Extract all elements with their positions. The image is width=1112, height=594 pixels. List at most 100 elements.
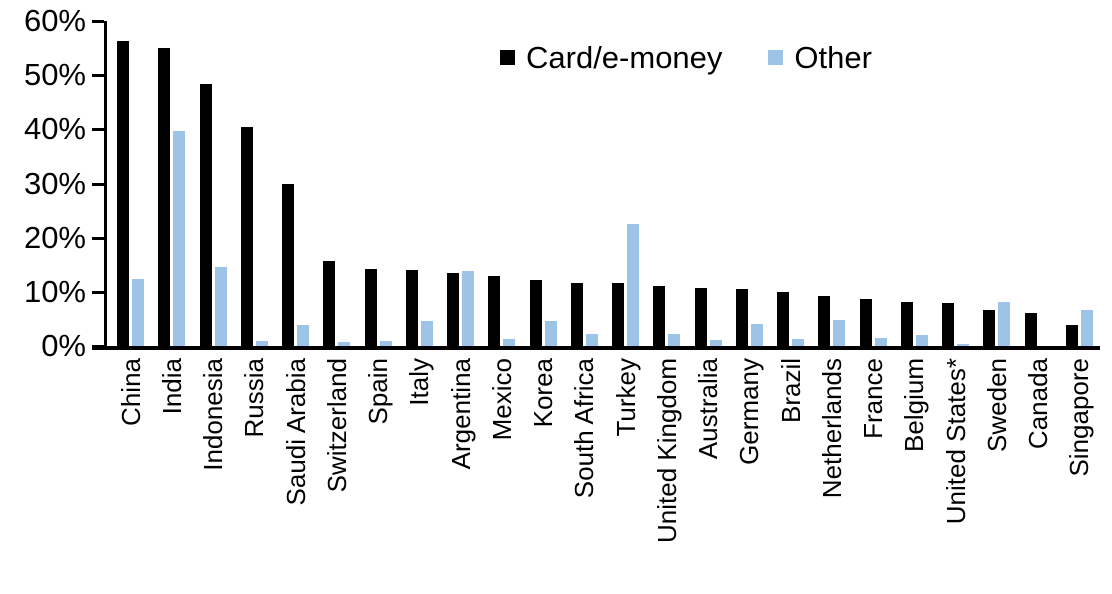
bar-card-e-money [571, 283, 583, 346]
x-axis-label: Saudi Arabia [275, 358, 316, 592]
x-axis-label-text: Spain [363, 358, 394, 425]
x-axis-label-text: Argentina [445, 358, 476, 470]
x-axis-label: Italy [399, 358, 440, 592]
bar-card-e-money [818, 296, 830, 346]
x-axis-label: France [853, 358, 894, 592]
bar-card-e-money [323, 261, 335, 346]
bar-card-e-money [942, 303, 954, 346]
x-axis-label: Singapore [1059, 358, 1100, 592]
bar-card-e-money [200, 84, 212, 346]
bar-card-e-money [695, 288, 707, 346]
bar-other [256, 341, 268, 346]
x-axis-label-text: Saudi Arabia [280, 358, 311, 506]
x-axis-label: Australia [688, 358, 729, 592]
bar-other [998, 302, 1010, 346]
bar-card-e-money [158, 48, 170, 346]
x-axis-label-text: Indonesia [198, 358, 229, 471]
bar-other [380, 341, 392, 346]
bar-other [503, 339, 515, 346]
x-axis-label: Sweden [976, 358, 1017, 592]
bar-card-e-money [612, 283, 624, 346]
x-axis-label-text: Singapore [1064, 358, 1095, 477]
x-axis-label-text: Australia [693, 358, 724, 460]
legend-label: Card/e-money [526, 40, 723, 75]
x-axis-label-text: Mexico [486, 358, 517, 441]
bar-other [792, 339, 804, 346]
bar-card-e-money [530, 280, 542, 346]
x-axis-label: Mexico [481, 358, 522, 592]
y-axis-tick [92, 290, 104, 294]
bar-other [668, 334, 680, 346]
x-axis-label-text: Switzerland [321, 358, 352, 493]
bar-other [215, 267, 227, 346]
x-axis-label-text: Turkey [610, 358, 641, 437]
x-axis-label: Russia [234, 358, 275, 592]
y-axis-tick-label: 40% [23, 111, 86, 147]
bar-card-e-money [447, 273, 459, 346]
bar-card-e-money [1025, 313, 1037, 346]
legend-swatch-icon [500, 50, 515, 65]
x-axis-label: Korea [523, 358, 564, 592]
x-axis-label: India [151, 358, 192, 592]
chart-legend: Card/e-money Other [500, 42, 872, 73]
x-axis-label-text: Belgium [899, 358, 930, 452]
y-axis-tick-label: 10% [23, 273, 86, 309]
x-axis-label-text: United Kingdom [651, 358, 682, 543]
bar-card-e-money [488, 276, 500, 346]
y-axis-tick-label: 30% [23, 165, 86, 201]
x-axis-label-text: China [115, 358, 146, 426]
bar-other [586, 334, 598, 346]
x-axis-line [92, 346, 1100, 350]
bar-card-e-money [860, 299, 872, 346]
x-axis-label-text: Russia [239, 358, 270, 438]
legend-swatch-icon [768, 50, 784, 65]
x-axis-label: Spain [358, 358, 399, 592]
x-axis-label-text: Sweden [981, 358, 1012, 452]
y-axis-tick [92, 182, 104, 186]
bar-other [916, 335, 928, 346]
bar-card-e-money [241, 127, 253, 346]
x-axis-label-text: Canada [1023, 358, 1054, 450]
bar-card-e-money [901, 302, 913, 346]
bar-other [297, 325, 309, 346]
x-axis-label: Turkey [605, 358, 646, 592]
x-axis-label: Brazil [770, 358, 811, 592]
y-axis-tick [92, 236, 104, 240]
bar-other [338, 342, 350, 346]
bar-card-e-money [406, 270, 418, 346]
bar-other [710, 340, 722, 346]
bar-other [1081, 310, 1093, 346]
y-axis-line [104, 21, 107, 350]
bar-other [421, 321, 433, 346]
bar-card-e-money [983, 310, 995, 346]
bar-card-e-money [117, 41, 129, 346]
legend-item: Other [768, 42, 872, 73]
x-axis-label: China [110, 358, 151, 592]
x-axis-label-text: Korea [528, 358, 559, 428]
x-axis-label: Indonesia [193, 358, 234, 592]
y-axis-tick [92, 74, 104, 78]
y-axis-tick [92, 20, 104, 23]
bar-other [833, 320, 845, 346]
x-axis-label-text: Germany [734, 358, 765, 465]
y-axis-tick [92, 128, 104, 132]
x-axis-label-text: France [858, 358, 889, 439]
x-axis-label: Belgium [894, 358, 935, 592]
x-axis-label-text: Brazil [775, 358, 806, 424]
bar-card-e-money [365, 269, 377, 346]
x-axis-label-text: Netherlands [816, 358, 847, 499]
x-axis-label: South Africa [564, 358, 605, 592]
bar-other [875, 338, 887, 346]
x-axis-label-text: India [156, 358, 187, 415]
x-axis-label: United States* [935, 358, 976, 592]
bar-other [751, 324, 763, 346]
bar-other [957, 344, 969, 346]
y-axis-tick [92, 345, 104, 348]
y-axis-tick-label: 20% [23, 219, 86, 255]
bar-other [545, 321, 557, 346]
x-axis-label: Canada [1018, 358, 1059, 592]
x-axis-label-text: South Africa [569, 358, 600, 499]
bar-card-e-money [777, 292, 789, 346]
bar-other [132, 279, 144, 346]
